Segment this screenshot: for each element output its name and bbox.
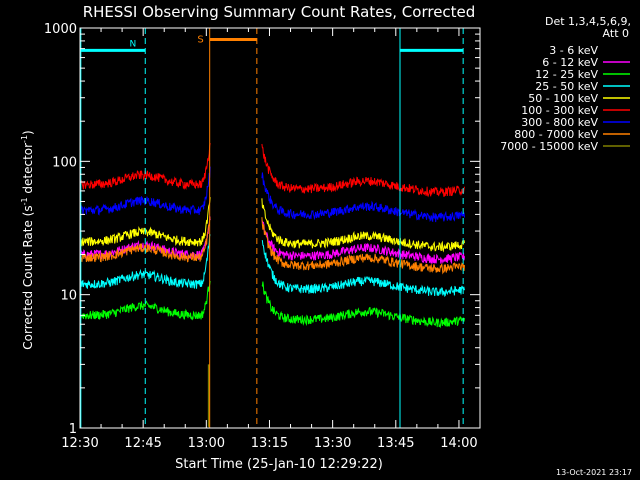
series-line-after-5	[261, 143, 465, 198]
series-line-after-4	[261, 198, 465, 253]
legend-label: 7000 - 15000 keV	[500, 140, 598, 153]
legend-label: 300 - 800 keV	[521, 116, 598, 129]
plot-frame	[79, 27, 481, 429]
legend-label: 50 - 100 keV	[528, 92, 598, 105]
flag-label-2: S	[197, 34, 203, 45]
series-line-before-7	[80, 217, 211, 263]
y-tick-label: 1	[69, 422, 77, 437]
generation-timestamp: 13-Oct-2021 23:17	[556, 468, 632, 477]
x-tick-label: 12:45	[124, 436, 161, 451]
x-tick-label: 13:45	[377, 436, 414, 451]
series-line-after-1	[261, 220, 465, 265]
legend-header-1: Det 1,3,4,5,6,9,	[545, 15, 631, 28]
y-tick-label: 100	[52, 155, 77, 170]
x-tick-label: 13:30	[314, 436, 351, 451]
flag-label-0: N	[130, 39, 137, 49]
legend-header-2: Att 0	[603, 27, 629, 40]
axes: 12:30 12:45 13:00 13:15 13:30 13:45 14:00 1 10 10…	[44, 22, 480, 451]
series-line-after-2	[261, 281, 465, 329]
x-tick-label: 14:00	[440, 436, 477, 451]
x-tick-label: 12:30	[61, 436, 98, 451]
x-tick-label: 13:00	[188, 436, 225, 451]
y-tick-label: 10	[60, 289, 77, 304]
legend-label: 6 - 12 keV	[542, 56, 598, 69]
legend-label: 800 - 7000 keV	[514, 128, 598, 141]
y-axis-label: Corrected Count Rate (s-1 detector-1)	[20, 130, 35, 349]
x-tick-label: 13:15	[251, 436, 288, 451]
series-line-after-3	[261, 239, 465, 298]
chart-title: RHESSI Observing Summary Count Rates, Co…	[83, 3, 476, 21]
y-tick-label: 1000	[44, 22, 77, 37]
legend-label: 3 - 6 keV	[549, 44, 598, 57]
legend-label: 25 - 50 keV	[535, 80, 598, 93]
series-line-before-4	[80, 197, 211, 247]
series-line-after-7	[261, 217, 465, 275]
series-line-after-6	[261, 172, 465, 223]
legend-label: 12 - 25 keV	[535, 68, 598, 81]
series-line-after-0	[261, 220, 465, 270]
legend-label: 100 - 300 keV	[521, 104, 598, 117]
x-axis-label: Start Time (25-Jan-10 12:29:22)	[175, 457, 383, 472]
